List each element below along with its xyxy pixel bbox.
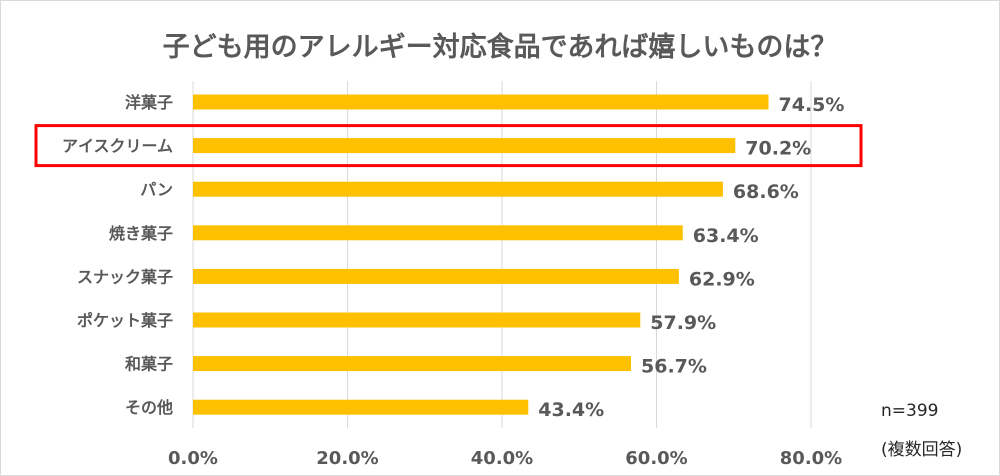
data-label: 62.9% — [689, 268, 755, 290]
category-label: 洋菓子 — [125, 93, 173, 112]
data-label: 43.4% — [538, 399, 604, 421]
category-label: アイスクリーム — [62, 137, 173, 156]
highlight-box — [34, 124, 863, 168]
data-label: 70.2% — [745, 138, 811, 160]
category-label: 焼き菓子 — [109, 224, 173, 243]
category-label: スナック菓子 — [77, 267, 173, 286]
multiple-answer-note: (複数回答) — [881, 440, 963, 460]
category-label: パン — [140, 180, 173, 199]
data-label: 63.4% — [693, 225, 759, 247]
category-label: ポケット菓子 — [77, 311, 173, 330]
data-label: 74.5% — [779, 94, 845, 116]
bar — [193, 268, 679, 284]
bar — [193, 94, 769, 110]
chart-title: 子ども用のアレルギー対応食品であれば嬉しいものは？ — [162, 32, 838, 63]
x-tick-label: 60.0% — [625, 448, 687, 469]
data-label: 56.7% — [641, 356, 707, 378]
sample-size-note: n=399 — [881, 401, 939, 421]
bar — [193, 312, 641, 328]
data-label: 57.9% — [650, 312, 716, 334]
x-tick-label: 0.0% — [168, 448, 218, 469]
category-label: 和菓子 — [125, 355, 173, 374]
x-tick-label: 40.0% — [471, 448, 533, 469]
category-label: その他 — [125, 398, 173, 417]
data-label: 68.6% — [733, 181, 799, 203]
bar — [193, 181, 723, 197]
bar — [193, 138, 736, 154]
x-tick-label: 80.0% — [780, 448, 842, 469]
bar — [193, 399, 529, 415]
bar — [193, 356, 632, 372]
bar — [193, 225, 683, 241]
x-tick-label: 20.0% — [316, 448, 378, 469]
